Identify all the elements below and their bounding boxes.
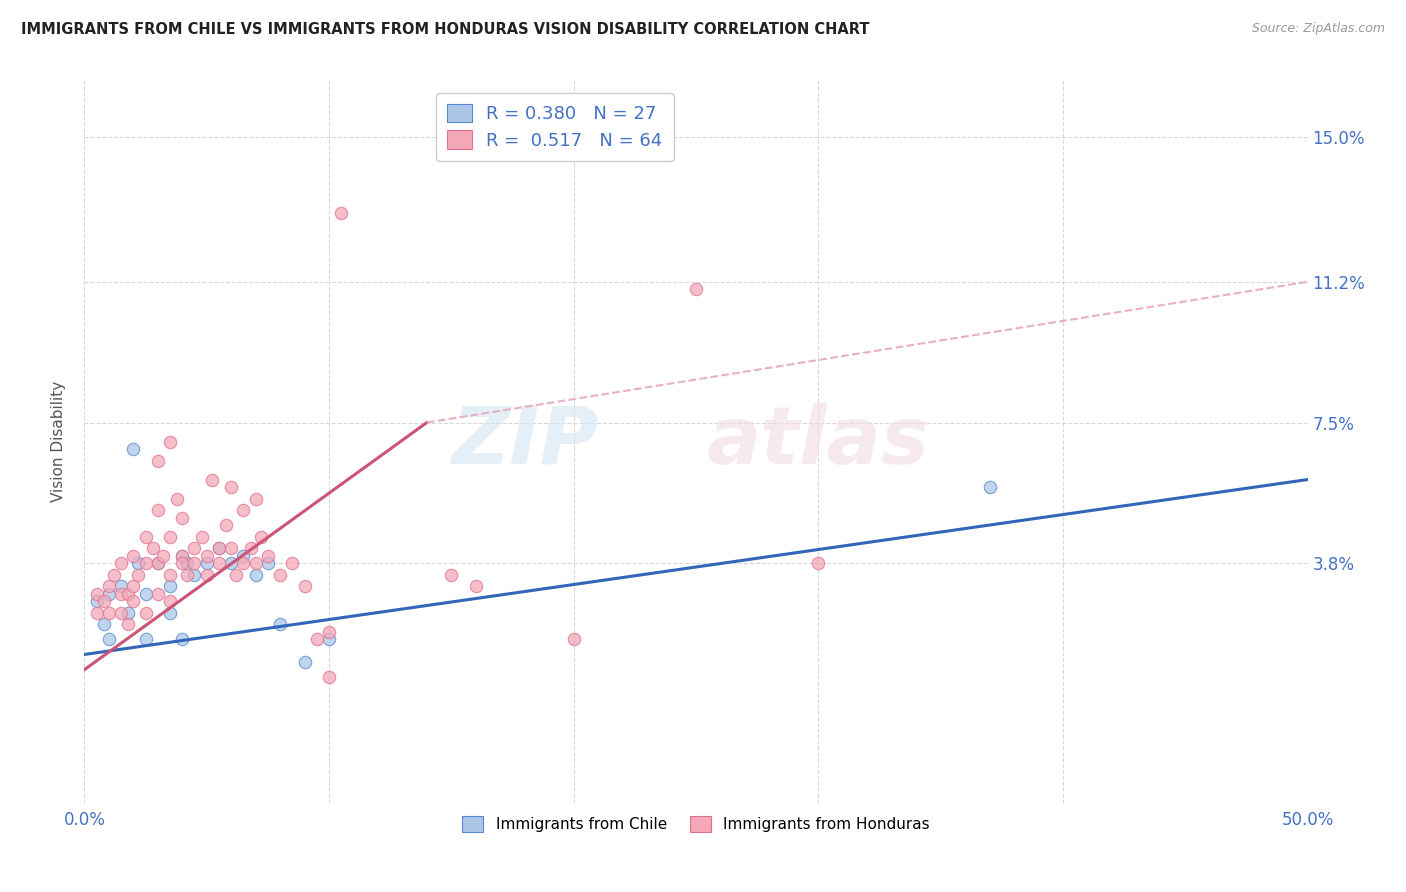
Point xyxy=(110,556,132,570)
Point xyxy=(195,567,218,582)
Point xyxy=(294,655,316,669)
Point xyxy=(135,556,157,570)
Point xyxy=(979,480,1001,494)
Point xyxy=(159,606,181,620)
Point xyxy=(86,587,108,601)
Point xyxy=(183,567,205,582)
Point xyxy=(97,587,120,601)
Point xyxy=(93,594,115,608)
Point xyxy=(127,567,149,582)
Point xyxy=(93,617,115,632)
Point xyxy=(195,549,218,563)
Point xyxy=(127,556,149,570)
Point xyxy=(257,556,280,570)
Point xyxy=(172,549,194,563)
Point xyxy=(807,556,830,570)
Point xyxy=(232,549,254,563)
Point xyxy=(135,632,157,647)
Point xyxy=(146,587,169,601)
Point xyxy=(464,579,486,593)
Point xyxy=(159,434,181,449)
Point xyxy=(117,587,139,601)
Point xyxy=(245,567,267,582)
Point xyxy=(183,556,205,570)
Point xyxy=(146,556,169,570)
Point xyxy=(294,579,316,593)
Point xyxy=(117,606,139,620)
Point xyxy=(239,541,262,555)
Point xyxy=(245,556,267,570)
Point xyxy=(172,549,194,563)
Point xyxy=(135,530,157,544)
Point xyxy=(110,587,132,601)
Point xyxy=(103,567,125,582)
Point xyxy=(219,556,242,570)
Point xyxy=(159,579,181,593)
Point xyxy=(142,541,165,555)
Point xyxy=(146,453,169,467)
Point xyxy=(146,556,169,570)
Point xyxy=(269,617,291,632)
Point xyxy=(208,541,231,555)
Point xyxy=(117,617,139,632)
Legend: Immigrants from Chile, Immigrants from Honduras: Immigrants from Chile, Immigrants from H… xyxy=(456,810,936,838)
Point xyxy=(269,567,291,582)
Point xyxy=(318,670,340,684)
Point xyxy=(152,549,174,563)
Point xyxy=(219,541,242,555)
Point xyxy=(440,567,463,582)
Point xyxy=(305,632,328,647)
Point xyxy=(86,606,108,620)
Point xyxy=(215,518,238,533)
Point xyxy=(225,567,247,582)
Point xyxy=(183,541,205,555)
Point xyxy=(97,632,120,647)
Point xyxy=(146,503,169,517)
Text: Source: ZipAtlas.com: Source: ZipAtlas.com xyxy=(1251,22,1385,36)
Point xyxy=(245,491,267,506)
Point xyxy=(318,624,340,639)
Point xyxy=(318,632,340,647)
Point xyxy=(135,606,157,620)
Point xyxy=(249,530,271,544)
Text: atlas: atlas xyxy=(707,402,929,481)
Point xyxy=(122,442,145,457)
Point xyxy=(122,594,145,608)
Point xyxy=(159,594,181,608)
Point xyxy=(176,567,198,582)
Point xyxy=(122,549,145,563)
Point xyxy=(330,206,353,220)
Point xyxy=(208,556,231,570)
Point xyxy=(122,579,145,593)
Point xyxy=(200,473,222,487)
Point xyxy=(172,510,194,524)
Y-axis label: Vision Disability: Vision Disability xyxy=(51,381,66,502)
Point xyxy=(172,632,194,647)
Point xyxy=(208,541,231,555)
Point xyxy=(97,606,120,620)
Point xyxy=(685,282,707,296)
Text: ZIP: ZIP xyxy=(451,402,598,481)
Point xyxy=(281,556,304,570)
Point xyxy=(176,556,198,570)
Point xyxy=(159,530,181,544)
Point xyxy=(135,587,157,601)
Point xyxy=(97,579,120,593)
Point xyxy=(562,632,585,647)
Point xyxy=(159,567,181,582)
Text: IMMIGRANTS FROM CHILE VS IMMIGRANTS FROM HONDURAS VISION DISABILITY CORRELATION : IMMIGRANTS FROM CHILE VS IMMIGRANTS FROM… xyxy=(21,22,869,37)
Point xyxy=(232,503,254,517)
Point xyxy=(110,579,132,593)
Point xyxy=(191,530,214,544)
Point xyxy=(195,556,218,570)
Point xyxy=(232,556,254,570)
Point xyxy=(257,549,280,563)
Point xyxy=(219,480,242,494)
Point xyxy=(110,606,132,620)
Point xyxy=(86,594,108,608)
Point xyxy=(166,491,188,506)
Point xyxy=(172,556,194,570)
